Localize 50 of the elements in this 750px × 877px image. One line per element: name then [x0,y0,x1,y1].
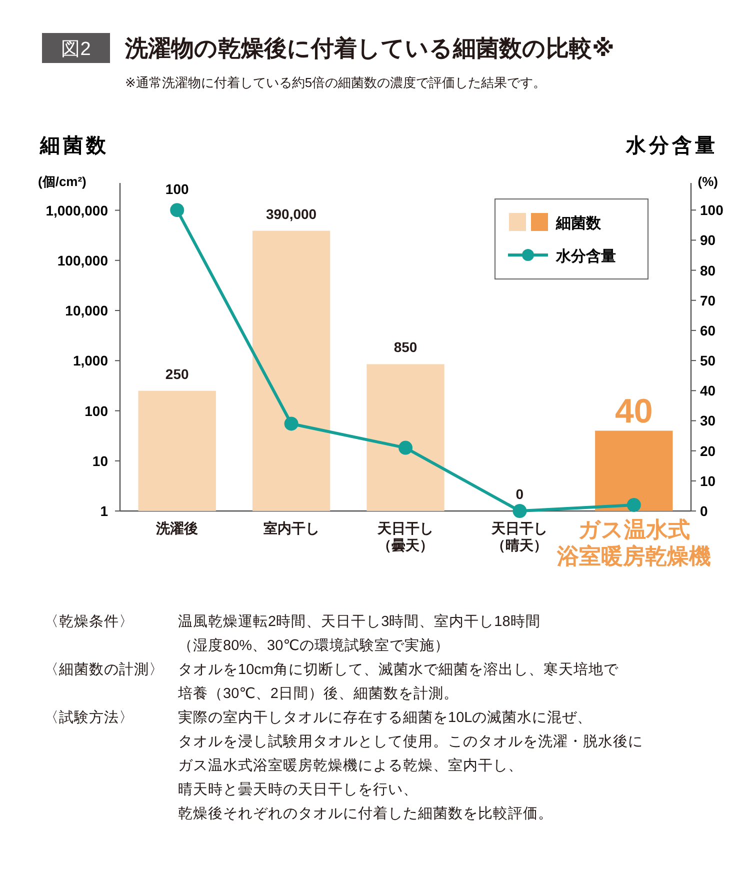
text: 〈乾燥条件〉 [44,613,134,630]
text: 培養（30℃、2日間）後、細菌数を計測。 [177,685,458,702]
y2-tick-label: 90 [700,232,716,248]
y-tick-label: 100,000 [57,252,108,268]
chart-title: 洗濯物の乾燥後に付着している細菌数の比較※ [124,35,614,61]
y2-axis-title: 水分含量 [625,134,718,157]
text: 乾燥後それぞれのタオルに付着した細菌数を比較評価。 [178,805,553,822]
y-tick-label: 100 [84,402,108,419]
y2-tick-label: 20 [700,442,716,459]
caption: 図2 [61,39,91,60]
legend-label: 水分含量 [555,248,616,265]
y-tick-label: 1,000,000 [46,202,108,218]
text: 温風乾燥運転2時間、天日干し3時間、室内干し18時間 [178,613,540,630]
data-label: 850 [394,339,418,356]
data-label: 40 [614,392,653,431]
y2-tick-label: 60 [700,322,716,338]
data-label: 100 [165,181,189,198]
y2-tick-label: 10 [700,472,716,489]
text: (個/cm²) [38,174,86,189]
data-label: 390,000 [266,206,317,222]
x-tick-label: ガス温水式浴室暖房乾燥機 [556,517,711,568]
x-tick-label: 天日干し（曇天） [376,520,434,553]
x-tick-label: 室内干し [263,520,320,536]
y-tick-label: 1,000 [72,352,108,369]
y2-tick-label: 80 [700,262,716,278]
text: 0 [516,486,524,502]
y-axis-title: 細菌数 [39,135,109,157]
text: ガス温水式浴室暖房乾燥機による乾燥、室内干し、 [178,757,523,774]
text: (%) [698,174,718,189]
text: （湿度80%、30℃の環境試験室で実施） [178,637,450,654]
data-label: 250 [165,366,189,382]
y2-tick-label: 100 [700,202,724,218]
text: タオルを10cm角に切断して、滅菌水で細菌を溶出し、寒天培地で [178,661,620,678]
y2-tick-label: 30 [700,412,716,429]
y-tick-label: 1 [100,503,108,519]
y2-tick-label: 40 [700,382,716,399]
y2-tick-label: 50 [700,352,716,369]
x-tick-label: 洗濯後 [155,520,198,536]
y-tick-label: 10 [92,452,108,469]
chart-subtitle: ※通常洗濯物に付着している約5倍の細菌数の濃度で評価した結果です。 [125,75,546,90]
text: 晴天時と曇天時の天日干しを行い、 [178,781,418,798]
y-tick-label: 10,000 [65,302,108,319]
text: 〈試験方法〉 [44,709,134,726]
y2-tick-label: 70 [700,292,716,308]
y2-tick-label: 0 [700,503,708,519]
legend-label: 細菌数 [555,215,602,232]
x-tick-label: 天日干し（晴天） [490,520,548,553]
text: タオルを浸し試験用タオルとして使用。このタオルを洗濯・脱水後に [178,733,643,750]
text: 実際の室内干しタオルに存在する細菌を10Lの滅菌水に混ぜ、 [178,709,592,726]
text: 〈細菌数の計測〉 [44,661,164,678]
